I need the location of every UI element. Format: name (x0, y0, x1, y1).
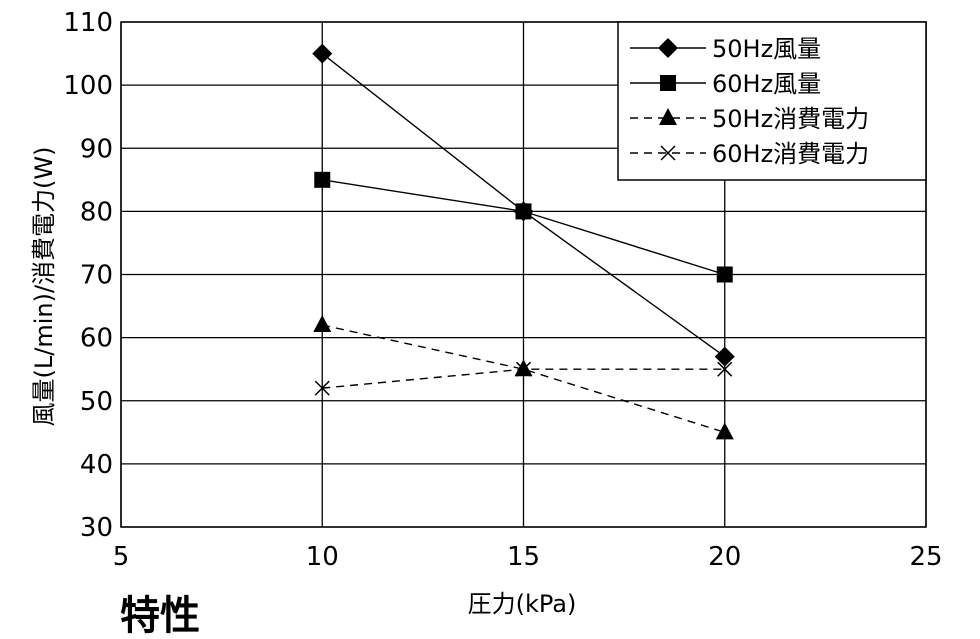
x-tick-label: 5 (113, 542, 130, 572)
y-tick-label: 80 (80, 197, 113, 227)
x-tick-label: 15 (507, 542, 540, 572)
plot-frame (120, 21, 927, 528)
legend-label: 60Hz風量 (712, 70, 821, 98)
data-point-triangle (514, 359, 533, 377)
y-tick-label: 70 (80, 261, 113, 291)
data-point-cross (717, 361, 733, 377)
x-tick-label: 25 (909, 542, 942, 572)
data-point-cross (314, 380, 330, 396)
data-point-diamond (714, 346, 735, 367)
series-layer (312, 43, 735, 440)
footer-heading: 特性 (120, 593, 200, 639)
x-axis-ticks: 5 10 15 20 25 (113, 542, 943, 572)
data-point-diamond (312, 43, 333, 64)
legend-label: 60Hz消費電力 (712, 140, 869, 168)
y-tick-label: 100 (63, 71, 113, 101)
y-tick-label: 110 (63, 8, 113, 38)
legend-label: 50Hz風量 (712, 35, 821, 63)
y-tick-label: 50 (80, 387, 113, 417)
x-axis-title: 圧力(kPa) (468, 590, 577, 618)
data-point-triangle (715, 422, 734, 440)
y-axis-ticks: 30 40 50 60 70 80 90 100 110 (63, 8, 113, 543)
series-3 (313, 315, 734, 440)
data-point-square (314, 171, 331, 188)
data-point-cross (515, 361, 532, 377)
legend-marker-cross (660, 145, 676, 161)
series-4 (314, 361, 733, 396)
y-tick-label: 60 (80, 324, 113, 354)
data-point-triangle (313, 315, 332, 332)
y-axis-title: 風量(L/min)/消費電力(W) (30, 147, 58, 427)
data-point-square (515, 203, 532, 220)
series-2 (314, 171, 733, 283)
x-tick-label: 20 (708, 542, 741, 572)
x-tick-label: 10 (306, 542, 339, 572)
legend-marker-diamond (658, 38, 678, 58)
legend-marker-triangle (659, 108, 677, 125)
legend-marker-square (660, 75, 676, 91)
y-tick-label: 90 (80, 134, 113, 164)
chart-figure: 5 10 15 20 25 30 40 50 60 70 80 90 100 110 50Hz風量 60H… (30, 8, 943, 618)
legend: 50Hz風量 60Hz風量 50Hz消費電力 60Hz消費電力 (617, 21, 927, 181)
data-point-square (716, 266, 733, 283)
y-tick-label: 40 (80, 450, 113, 480)
legend-label: 50Hz消費電力 (712, 105, 869, 133)
y-tick-label: 30 (80, 513, 113, 543)
